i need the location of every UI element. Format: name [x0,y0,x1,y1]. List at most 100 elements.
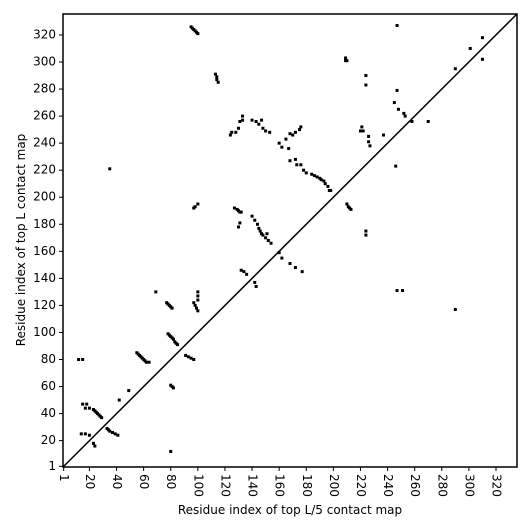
contact-point [258,229,262,233]
contact-point [77,357,81,361]
contact-point [361,129,365,133]
contact-point [81,357,85,361]
contact-point [345,202,349,206]
contact-point [468,46,472,50]
contact-point [364,229,368,233]
contact-point [268,130,272,134]
contact-point [215,75,219,79]
contact-point [192,357,196,361]
contact-point [241,118,245,122]
contact-point [392,101,396,105]
contact-point [83,432,87,436]
contact-point [293,157,297,161]
contact-point [117,398,121,402]
y-axis-label: Residue index of top L contact map [14,134,28,347]
contact-point [277,141,281,145]
contact-point [453,67,457,71]
contact-point [250,118,254,122]
x-tick-label: 40 [110,474,124,489]
contact-point [310,172,314,176]
contact-point [171,386,175,390]
contact-point [237,225,241,229]
contact-point [196,32,200,36]
y-tick-label: 180 [33,217,56,231]
diagonal-line [62,13,518,468]
contact-point [245,272,249,276]
contact-point [184,353,188,357]
contact-point [264,129,268,133]
x-tick-label: 160 [273,474,287,497]
contact-point [83,406,87,410]
contact-point [382,133,386,137]
contact-point [193,205,197,209]
contact-point [261,126,265,130]
contact-point [345,59,349,63]
contact-point [364,233,368,237]
contact-point [300,270,304,274]
contact-point [360,125,364,129]
contact-point [193,303,197,307]
x-tick-label: 20 [83,474,97,489]
contact-point [254,284,258,288]
contact-point [426,120,430,124]
y-tick-label: 160 [33,244,56,258]
contact-point [295,163,299,167]
contact-point [213,72,217,76]
contact-point [329,188,333,192]
contact-point [344,56,348,60]
contact-point [169,449,173,453]
contact-point [254,120,258,124]
contact-point [358,129,362,133]
contact-point [323,182,327,186]
contact-point [238,221,242,225]
contact-point [302,168,306,172]
x-tick-label: 300 [462,474,476,497]
contact-point [234,130,238,134]
contact-point [349,207,353,211]
contact-point [186,355,190,359]
contact-point [113,432,117,436]
y-tick-label: 140 [33,271,56,285]
contact-point [127,389,131,393]
contact-point [284,137,288,141]
contact-point [239,210,243,214]
y-tick-label: 20 [41,433,56,447]
contact-point [261,233,265,237]
contact-point [367,134,371,138]
contact-point [266,239,270,242]
contact-point [241,114,245,118]
contact-point [93,444,97,448]
x-tick-label: 220 [354,474,368,497]
contact-point [280,256,284,260]
contact-point [287,147,291,151]
y-tick-label: 100 [33,325,56,339]
contact-point [394,164,398,168]
contact-point [253,280,257,284]
contact-point [154,290,158,294]
contact-point [81,402,85,406]
x-tick-label: 180 [300,474,314,497]
contact-point [312,174,316,178]
contact-point [108,167,112,171]
contact-point [196,298,200,302]
contact-point [257,122,261,126]
contact-point [396,107,400,111]
contact-point [293,266,297,270]
contact-point [239,268,243,272]
contact-point [304,171,308,175]
contact-point [242,270,246,274]
contact-point [238,120,242,124]
contact-point [315,175,319,179]
contact-point [364,83,368,87]
x-tick-label: 240 [381,474,395,497]
y-tick-label: 220 [33,163,56,177]
contact-point [196,294,200,298]
y-tick-label: 40 [41,406,56,420]
contact-point [265,232,269,236]
x-tick-label: 80 [164,474,178,489]
contact-point [291,133,295,137]
contact-point [410,120,414,124]
contact-point [108,429,112,433]
x-tick-label: 140 [246,474,260,497]
y-tick-label: 1 [48,459,56,473]
